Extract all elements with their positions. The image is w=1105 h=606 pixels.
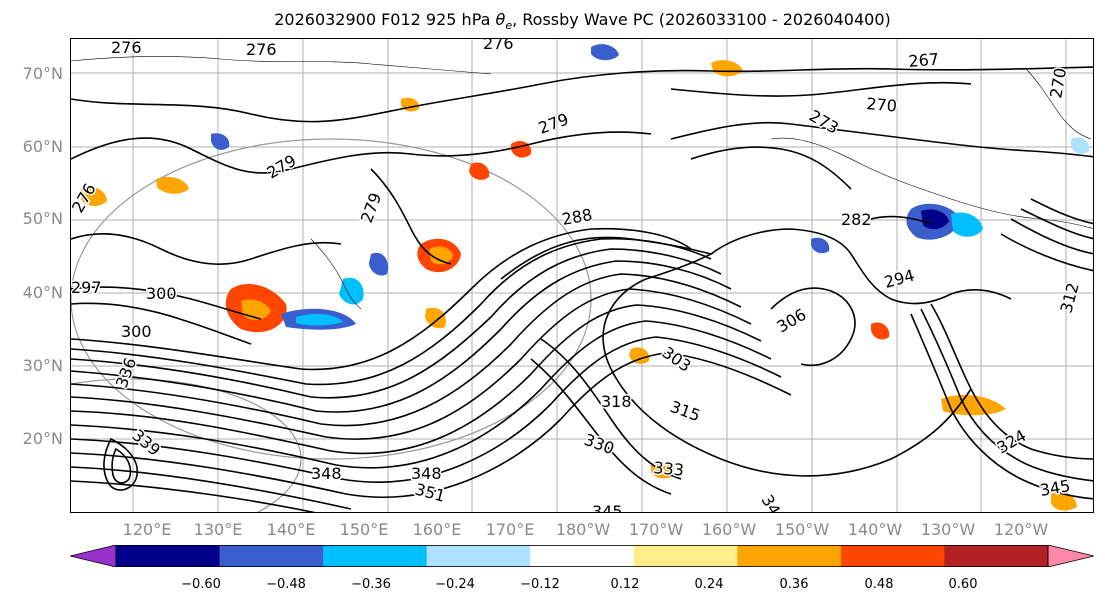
contour-value-label: 276 xyxy=(246,40,277,59)
colorbar-segment xyxy=(944,545,1049,567)
colorbar-extend-low xyxy=(70,545,117,567)
lon-label-180w: 180°W xyxy=(555,520,611,539)
lat-label-60n: 60°N xyxy=(22,137,63,156)
contour-value-label: 276 xyxy=(111,39,142,57)
contour-value-label-halo: 318 xyxy=(601,392,632,411)
contour-value-label: 306 xyxy=(774,305,810,337)
map-panel: 276 276 276 276 276 276 267 267 270 270 270 270 273 2… xyxy=(70,38,1094,513)
contour-value-label: 300 xyxy=(146,284,177,303)
contour-value-label: 300 xyxy=(121,322,152,341)
contour-value-label: 273 xyxy=(806,106,842,138)
lon-label-160w: 160°W xyxy=(701,520,757,539)
contour-value-label: 351 xyxy=(413,480,447,506)
contour-value-label-halo: 276 xyxy=(111,39,142,57)
colorbar-segment xyxy=(840,545,945,567)
lat-label-20n: 20°N xyxy=(22,429,63,448)
colorbar-segment xyxy=(323,545,428,567)
graticule xyxy=(71,39,1093,512)
colorbar-tick: −0.48 xyxy=(266,577,306,592)
contour-value-label-halo: 267 xyxy=(908,49,940,71)
colorbar-segment xyxy=(633,545,738,567)
contour-value-label: 348 xyxy=(311,464,342,483)
contour-value-label: 342 xyxy=(758,492,790,514)
contour-value-label: 315 xyxy=(668,397,703,425)
contour-value-label: 270 xyxy=(866,94,898,116)
lat-label-40n: 40°N xyxy=(22,283,63,302)
lon-label-160e: 160°E xyxy=(412,520,462,539)
contour-value-label: 267 xyxy=(908,49,940,71)
contour-value-label: 312 xyxy=(1057,281,1083,315)
lat-label-30n: 30°N xyxy=(22,356,63,375)
contour-value-label: 318 xyxy=(601,392,632,411)
colorbar-segment xyxy=(426,545,531,567)
lon-label-150w: 150°W xyxy=(774,520,830,539)
contour-value-label: 279 xyxy=(536,109,571,137)
grey-circle-overlays xyxy=(71,138,592,512)
lon-label-150e: 150°E xyxy=(339,520,389,539)
contour-value-label-halo: 333 xyxy=(653,458,685,480)
contour-value-label-halo: 300 xyxy=(121,322,152,341)
contour-value-label: 348 xyxy=(411,464,442,483)
colorbar-tick: 0.12 xyxy=(610,577,640,592)
colorbar-segment xyxy=(219,545,324,567)
colorbar-tick: −0.12 xyxy=(520,577,560,592)
contour-value-label: 288 xyxy=(560,205,593,229)
contour-value-label: 279 xyxy=(264,151,300,183)
contour-value-label: 294 xyxy=(882,266,916,292)
contour-value-label: 345 xyxy=(592,502,623,513)
coastlines xyxy=(71,56,1093,310)
colorbar-tick: −0.24 xyxy=(435,577,475,592)
contour-value-label: 276 xyxy=(483,39,514,53)
contour-value-label-halo: 297 xyxy=(71,278,102,297)
colorbar-tick: −0.60 xyxy=(181,577,221,592)
colorbar-tick: 0.48 xyxy=(864,577,894,592)
lon-label-120w: 120°W xyxy=(993,520,1049,539)
colorbar-tick: 0.36 xyxy=(779,577,809,592)
contour-value-label-halo: 348 xyxy=(311,464,342,483)
colorbar-segment xyxy=(737,545,842,567)
lon-label-120e: 120°E xyxy=(122,520,172,539)
map-title: 2026032900 F012 925 hPa θe, Rossby Wave … xyxy=(274,10,891,33)
colorbar-segment xyxy=(530,545,635,567)
colorbar-border xyxy=(115,545,1049,567)
colorbar xyxy=(70,545,1094,567)
contour-value-label: 336 xyxy=(112,355,140,390)
lat-label-50n: 50°N xyxy=(22,209,63,228)
contour-value-label: 297 xyxy=(71,278,102,297)
colorbar-tick: −0.36 xyxy=(351,577,391,592)
contour-value-label-halo: 270 xyxy=(866,94,898,116)
theta-e-contours xyxy=(71,66,1093,512)
colorbar-segment xyxy=(116,545,221,567)
contour-value-label-halo: 282 xyxy=(841,210,872,229)
contour-value-label: 330 xyxy=(582,430,617,458)
contour-value-label-halo: 348 xyxy=(411,464,442,483)
colorbar-tick: 0.60 xyxy=(948,577,978,592)
lon-label-130e: 130°E xyxy=(193,520,243,539)
lon-label-130w: 130°W xyxy=(920,520,976,539)
contour-value-label: 339 xyxy=(128,426,164,460)
contour-value-label: 303 xyxy=(659,343,695,376)
contour-value-label: 333 xyxy=(653,458,685,480)
lon-label-170w: 170°W xyxy=(628,520,684,539)
contour-value-label: 282 xyxy=(841,210,872,229)
contour-value-label-halo: 300 xyxy=(146,284,177,303)
anomaly-shading xyxy=(81,44,1090,511)
contour-value-label: 270 xyxy=(1046,66,1070,99)
contour-value-label-halo: 276 xyxy=(246,40,277,59)
colorbar-tick: 0.24 xyxy=(694,577,724,592)
contour-value-label-halo: 276 xyxy=(483,39,514,53)
lon-label-140w: 140°W xyxy=(847,520,903,539)
contour-value-label: 324 xyxy=(994,426,1030,458)
lon-label-170e: 170°E xyxy=(485,520,535,539)
contour-value-label-halo: 345 xyxy=(592,502,623,513)
colorbar-extend-high xyxy=(1047,545,1094,567)
lon-label-140e: 140°E xyxy=(266,520,316,539)
lat-label-70n: 70°N xyxy=(22,64,63,83)
